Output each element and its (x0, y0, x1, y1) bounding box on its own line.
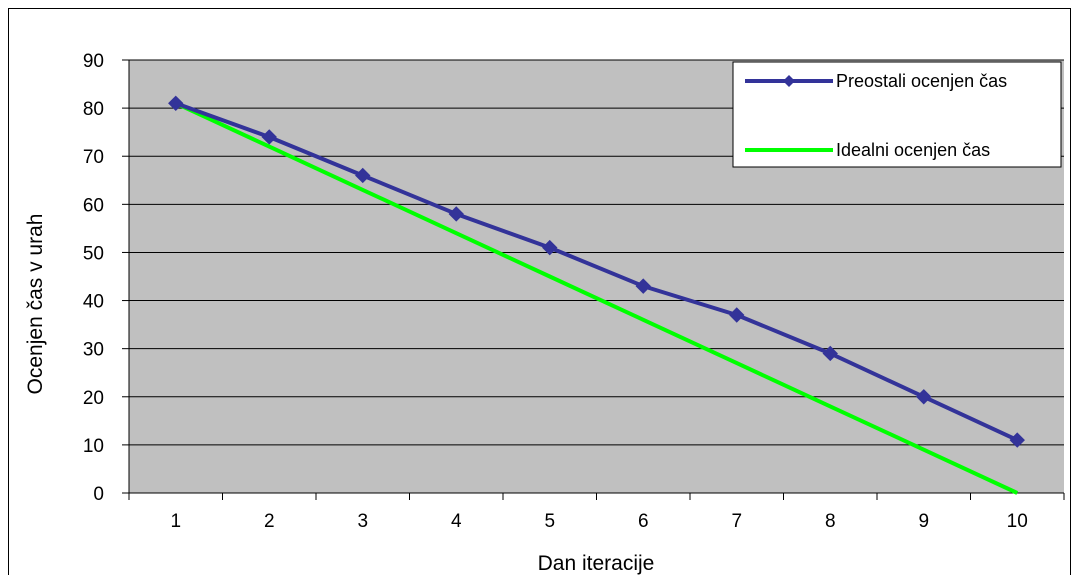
data-point (448, 206, 464, 222)
y-tick-label: 80 (83, 99, 104, 120)
x-tick-label: 5 (544, 511, 555, 532)
y-axis-ticks: 0 10 20 30 40 50 60 70 80 90 (83, 51, 129, 505)
series-line-idealni (174, 101, 1019, 495)
legend-label-idealni: Idealni ocenjen čas (836, 140, 990, 160)
data-point (635, 278, 651, 294)
y-tick-label: 90 (83, 51, 104, 72)
x-tick-label: 6 (638, 511, 649, 532)
data-point (355, 167, 371, 184)
data-point (168, 95, 184, 112)
x-tick-label: 9 (918, 511, 929, 532)
data-point (729, 307, 745, 323)
y-tick-label: 10 (83, 436, 104, 457)
series-group (168, 95, 1025, 495)
x-tick-label: 10 (1007, 511, 1028, 532)
y-tick-label: 60 (83, 195, 104, 216)
y-tick-label: 50 (83, 243, 104, 264)
data-point (1009, 432, 1025, 448)
gridlines (129, 59, 1064, 446)
y-tick-label: 40 (83, 292, 104, 313)
legend-marker-preostali (783, 75, 795, 87)
x-tick-label: 7 (731, 511, 742, 532)
data-point (916, 389, 932, 405)
x-tick-label: 1 (170, 511, 181, 532)
y-axis-title: Ocenjen čas v urah (24, 214, 47, 395)
x-tick-label: 8 (825, 511, 836, 532)
x-axis-title: Dan iteracije (538, 552, 655, 575)
x-axis-ticks: 1 2 3 4 5 6 7 8 9 10 (128, 493, 1065, 532)
legend-label-preostali: Preostali ocenjen čas (836, 71, 1007, 91)
legend: Preostali ocenjen čas Idealni ocenjen ča… (732, 61, 1062, 168)
y-tick-label: 20 (83, 388, 104, 409)
data-point (542, 239, 558, 256)
data-point (822, 345, 838, 362)
x-tick-label: 3 (357, 511, 368, 532)
y-tick-label: 0 (93, 484, 104, 505)
x-tick-label: 2 (264, 511, 275, 532)
series-line-preostali (175, 101, 1019, 442)
y-tick-label: 30 (83, 340, 104, 361)
x-tick-label: 4 (451, 511, 462, 532)
y-tick-label: 70 (83, 147, 104, 168)
data-point (261, 129, 277, 145)
